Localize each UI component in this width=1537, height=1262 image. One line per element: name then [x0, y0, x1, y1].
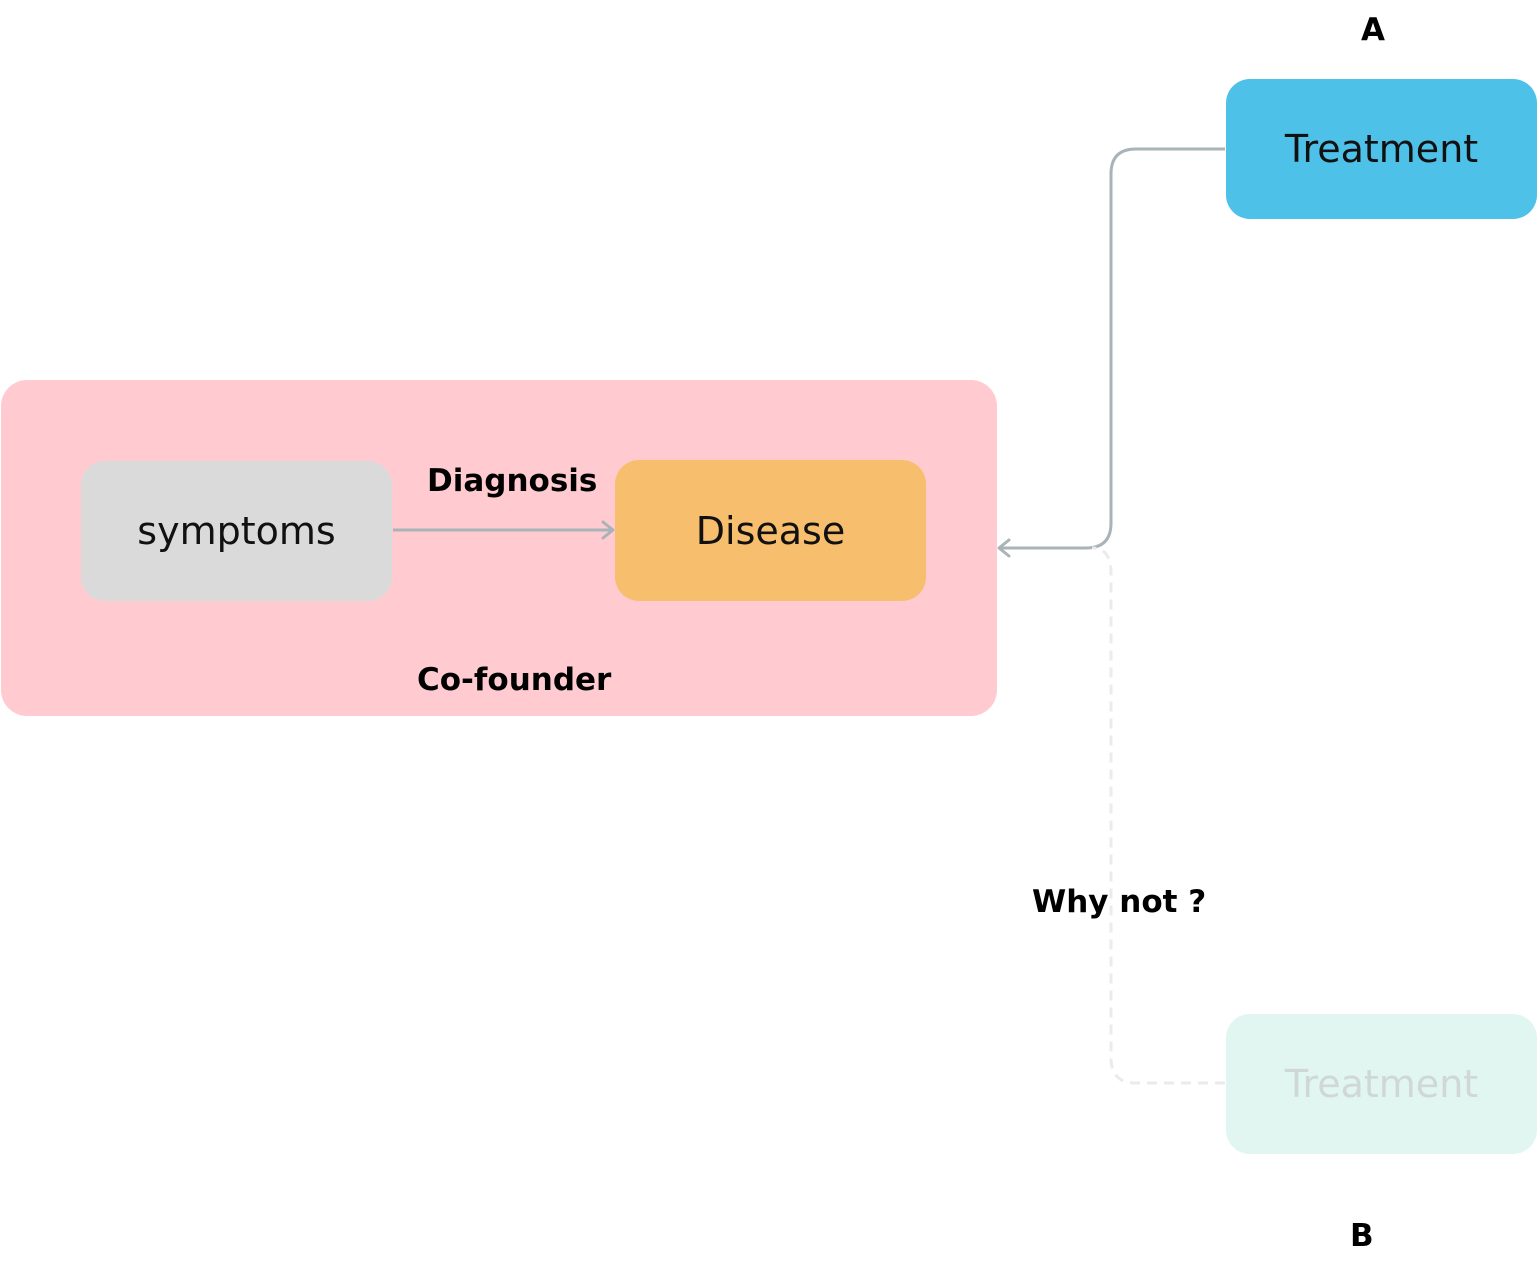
treatment-b-label: Treatment [1284, 1062, 1479, 1106]
marker-b: B [1350, 1218, 1374, 1254]
treatment-b-connector [1091, 546, 1225, 1085]
treatment-b-node: Treatment [1226, 1014, 1537, 1154]
diagnosis-label: Diagnosis [427, 463, 598, 499]
cofounder-label: Co-founder [417, 662, 612, 698]
disease-label: Disease [695, 508, 846, 553]
symptoms-node: symptoms [81, 461, 392, 601]
treatment-a-label: Treatment [1284, 127, 1479, 171]
treatment-a-node: Treatment [1226, 79, 1537, 219]
treatment-a-arrowhead [997, 538, 1011, 558]
symptoms-label: symptoms [137, 509, 336, 553]
marker-a: A [1361, 12, 1385, 48]
disease-node: Disease [615, 460, 926, 601]
treatment-a-connector [1000, 147, 1225, 550]
why-not-label: Why not ? [1032, 884, 1207, 920]
